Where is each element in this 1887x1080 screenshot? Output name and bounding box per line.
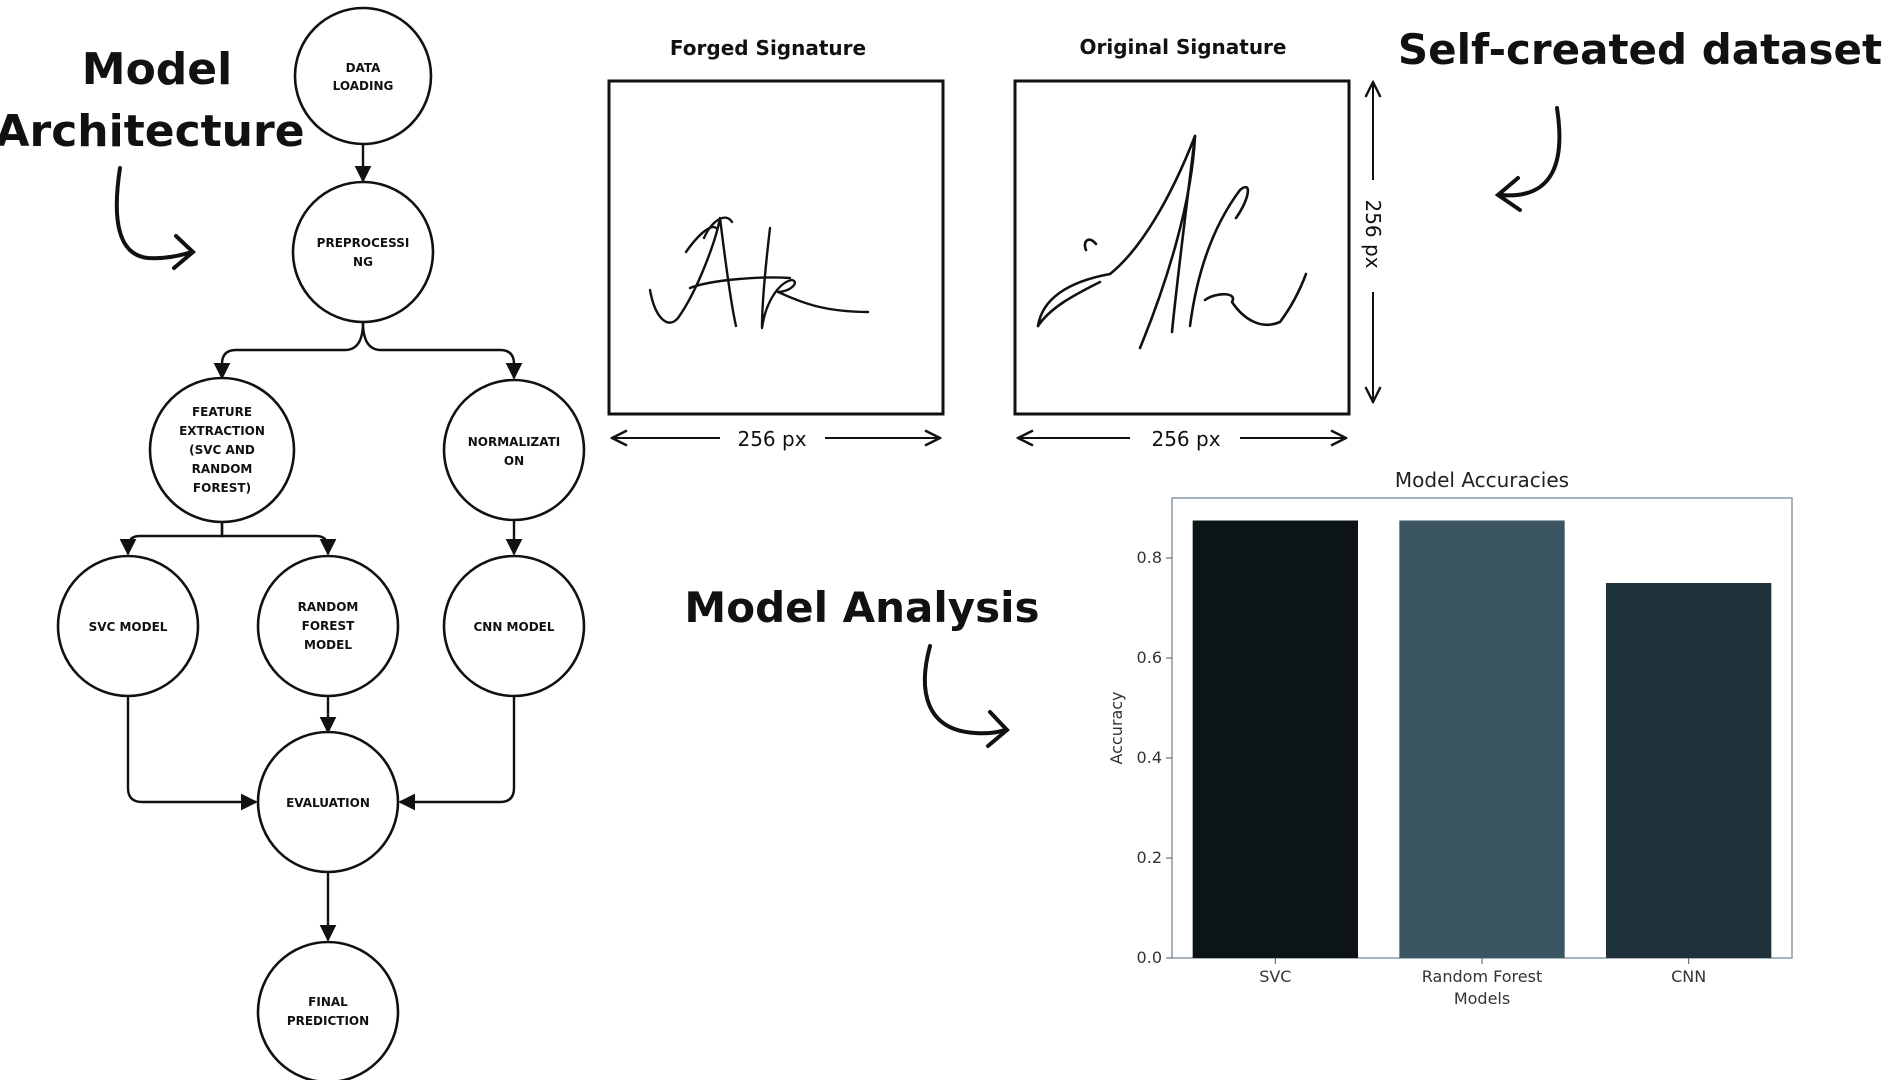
curly-arrow-icon xyxy=(1494,106,1562,212)
original-signature-image xyxy=(1036,134,1308,350)
node-label: FOREST) xyxy=(193,481,251,495)
node-label: LOADING xyxy=(333,79,394,93)
svg-text:NG: NG xyxy=(353,255,373,269)
chart-title: Model Accuracies xyxy=(1395,468,1569,492)
svg-text:FOREST: FOREST xyxy=(302,619,355,633)
forged-width-label: 256 px xyxy=(737,427,806,451)
svg-text:LOADING: LOADING xyxy=(333,79,394,93)
node-label: SVC MODEL xyxy=(89,620,168,634)
bar-svc xyxy=(1192,520,1358,958)
svg-text:ON: ON xyxy=(504,454,524,468)
svg-text:FOREST): FOREST) xyxy=(193,481,251,495)
y-tick-label: 0.4 xyxy=(1137,748,1162,767)
node-label: PREDICTION xyxy=(287,1014,369,1028)
chart-xlabel: Models xyxy=(1454,989,1510,1008)
node-label: FOREST xyxy=(302,619,355,633)
accuracy-chart: Model Accuracies 0.0 0.2 0.4 0.6 0.8 SVC Rand… xyxy=(1107,468,1793,1008)
node-label: NG xyxy=(353,255,373,269)
forged-signature-image xyxy=(648,216,870,330)
heading-self-created-dataset: Self-created dataset xyxy=(1398,25,1882,74)
flowchart-connectors xyxy=(119,144,523,942)
heading-model: Model xyxy=(82,44,232,95)
svg-text:(SVC AND: (SVC AND xyxy=(189,443,255,457)
node-svc-model: SVC MODEL xyxy=(56,554,200,698)
original-height-label: 256 px xyxy=(1361,199,1385,268)
y-tick-label: 0.0 xyxy=(1137,948,1162,967)
svg-text:RANDOM: RANDOM xyxy=(298,600,359,614)
svg-text:DATA: DATA xyxy=(346,61,382,75)
chart-ylabel: Accuracy xyxy=(1107,691,1126,764)
node-label: PREPROCESSI xyxy=(317,236,410,250)
node-data-loading: DATA LOADING xyxy=(293,6,433,146)
node-label: EVALUATION xyxy=(286,796,370,810)
node-label: RANDOM xyxy=(298,600,359,614)
node-normalization: NORMALIZATI ON xyxy=(442,378,586,522)
svg-text:FEATURE: FEATURE xyxy=(192,405,252,419)
node-label: MODEL xyxy=(304,638,352,652)
curly-arrow-icon xyxy=(922,644,1010,748)
node-final-prediction: FINAL PREDICTION xyxy=(256,940,400,1080)
svg-text:CNN MODEL: CNN MODEL xyxy=(473,620,554,634)
y-tick-label: 0.2 xyxy=(1137,848,1162,867)
curly-arrow-icon xyxy=(114,166,197,270)
heading-model-analysis: Model Analysis xyxy=(684,583,1039,632)
node-label: (SVC AND xyxy=(189,443,255,457)
bar-cnn xyxy=(1606,583,1772,958)
svg-text:SVC MODEL: SVC MODEL xyxy=(89,620,168,634)
svg-text:MODEL: MODEL xyxy=(304,638,352,652)
svg-text:PREDICTION: PREDICTION xyxy=(287,1014,369,1028)
svg-text:EVALUATION: EVALUATION xyxy=(286,796,370,810)
svg-text:NORMALIZATI: NORMALIZATI xyxy=(468,435,561,449)
svg-text:RANDOM: RANDOM xyxy=(192,462,253,476)
original-signature-title: Original Signature xyxy=(1080,35,1287,59)
node-label: CNN MODEL xyxy=(473,620,554,634)
x-tick-label: CNN xyxy=(1671,967,1706,986)
node-random-forest-model: RANDOM FOREST MODEL xyxy=(256,554,400,698)
node-label: EXTRACTION xyxy=(179,424,265,438)
svg-text:FINAL: FINAL xyxy=(308,995,348,1009)
original-width-label: 256 px xyxy=(1151,427,1220,451)
node-label: FEATURE xyxy=(192,405,252,419)
node-label: NORMALIZATI xyxy=(468,435,561,449)
node-label: FINAL xyxy=(308,995,348,1009)
heading-architecture: Architecture xyxy=(0,106,305,157)
svg-text:PREPROCESSI: PREPROCESSI xyxy=(317,236,410,250)
forged-signature-title: Forged Signature xyxy=(670,36,866,60)
node-cnn-model: CNN MODEL xyxy=(442,554,586,698)
svg-text:EXTRACTION: EXTRACTION xyxy=(179,424,265,438)
node-feature-extraction: FEATURE EXTRACTION (SVC AND RANDOM FORES… xyxy=(148,376,296,524)
x-tick-label: Random Forest xyxy=(1422,967,1542,986)
node-label: ON xyxy=(504,454,524,468)
bar-random-forest xyxy=(1399,520,1565,958)
y-tick-label: 0.6 xyxy=(1137,648,1162,667)
node-evaluation: EVALUATION xyxy=(256,730,400,874)
node-label: RANDOM xyxy=(192,462,253,476)
node-preprocessing: PREPROCESSI NG xyxy=(291,180,435,324)
node-label: DATA xyxy=(346,61,382,75)
x-tick-label: SVC xyxy=(1259,967,1291,986)
y-tick-label: 0.8 xyxy=(1137,548,1162,567)
forged-signature-box xyxy=(607,79,945,416)
